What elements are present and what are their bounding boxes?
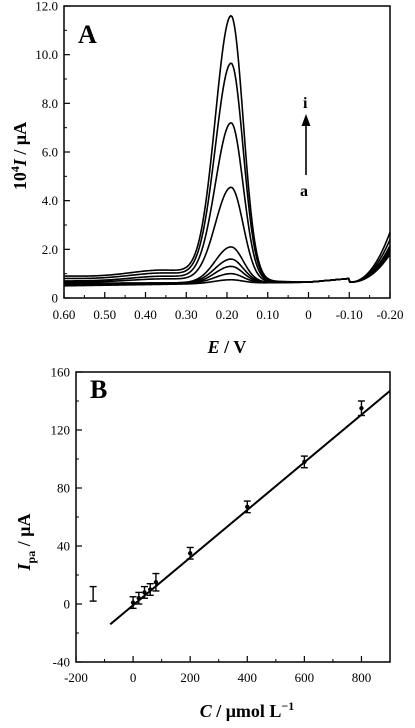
cv-curve — [63, 14, 391, 284]
panel-a-frame — [63, 5, 391, 299]
point-marker — [187, 551, 193, 556]
x-tick-label: -0.20 — [376, 307, 403, 322]
y-tick-label: 40 — [57, 539, 70, 554]
arrow-head — [301, 114, 311, 126]
x-tick-label: 0.60 — [53, 307, 76, 322]
y-tick-label: 80 — [57, 481, 70, 496]
panel-b-y-axis-title: Ipa / μA — [14, 514, 38, 572]
y-tick-label: 0 — [52, 291, 59, 306]
x-tick-label: 0.50 — [93, 307, 116, 322]
y-tick-label: 12.0 — [35, 0, 58, 14]
x-tick-label: 800 — [352, 670, 372, 685]
cv-curve — [63, 62, 391, 284]
x-tick-label: 0.20 — [216, 307, 239, 322]
panel-a-ticks: 0.60 0.50 0.40 0.30 0.20 0.10 0 -0.10 -0.20 0 2.0 4… — [35, 0, 403, 322]
x-title-sup: −1 — [281, 699, 294, 713]
panel-a-curves — [63, 14, 391, 287]
y-title-var: I — [10, 158, 30, 167]
y-title-unit: / μA — [14, 514, 34, 551]
y-title-unit: / μA — [10, 122, 30, 159]
data-point — [146, 583, 154, 596]
data-point — [129, 596, 137, 610]
x-tick-label: 0.10 — [256, 307, 279, 322]
y-title-sub: pa — [24, 551, 38, 564]
data-point — [186, 546, 194, 560]
panel-b-data — [89, 390, 391, 626]
x-tick-label: 0.30 — [175, 307, 198, 322]
y-tick-label: -40 — [53, 655, 70, 670]
data-point — [300, 455, 308, 469]
panel-a-x-axis-title: E / V — [207, 337, 247, 357]
x-tick-label: 400 — [238, 670, 258, 685]
point-marker — [136, 596, 141, 601]
data-point — [357, 400, 365, 417]
arrow-label-a: a — [300, 183, 308, 200]
y-tick-label: 120 — [51, 423, 71, 438]
data-point — [243, 500, 251, 514]
panel-a: A 0.60 0.50 0.40 0.30 0.20 0.10 0 -0.10 -0.20 0 2.… — [8, 0, 404, 357]
data-point — [152, 572, 160, 592]
x-tick-label: 200 — [180, 670, 200, 685]
panel-b-frame — [75, 371, 391, 663]
x-tick-label: 0 — [305, 307, 312, 322]
point-marker — [245, 504, 250, 510]
y-title-prefix: 10 — [10, 172, 30, 190]
outlier-error-bar — [89, 585, 97, 602]
data-point — [141, 585, 149, 599]
x-tick-label: 0 — [130, 670, 137, 685]
y-title-sup: 4 — [8, 166, 22, 172]
point-marker — [302, 459, 307, 465]
panel-b: B -200 0 200 400 600 800 -40 0 40 80 120 160 C / μm… — [14, 365, 391, 721]
panel-a-y-axis-title: 104I / μA — [8, 122, 30, 190]
y-tick-label: 6.0 — [42, 145, 58, 160]
y-tick-label: 8.0 — [42, 96, 58, 111]
y-title-var: I — [14, 562, 34, 571]
x-tick-label: 600 — [295, 670, 315, 685]
y-tick-label: 4.0 — [42, 193, 58, 208]
point-marker — [130, 600, 136, 605]
panel-b-x-axis-title: C / μmol L−1 — [200, 699, 295, 721]
cv-curve — [64, 121, 391, 283]
point-marker — [359, 406, 364, 411]
y-tick-label: 2.0 — [42, 242, 58, 257]
data-point — [135, 591, 143, 605]
x-title-unit: / V — [220, 337, 247, 357]
x-title-var: E — [207, 337, 220, 357]
fit-line — [109, 390, 391, 626]
panel-a-label: A — [78, 20, 97, 49]
panel-b-ticks: -200 0 200 400 600 800 -40 0 40 80 120 160 — [51, 365, 391, 685]
cv-curve — [63, 246, 391, 285]
x-tick-label: 0.40 — [134, 307, 157, 322]
y-tick-label: 0 — [64, 597, 71, 612]
x-tick-label: -0.10 — [336, 307, 363, 322]
cv-curve — [63, 186, 391, 283]
x-title-unit: / μmol L — [212, 701, 282, 721]
y-tick-label: 10.0 — [35, 47, 58, 62]
point-marker — [142, 590, 147, 595]
arrow-label-i: i — [303, 95, 308, 112]
x-title-var: C — [200, 701, 213, 721]
x-tick-label: -200 — [64, 670, 88, 685]
series-arrow: i a — [300, 95, 311, 200]
point-marker — [153, 580, 159, 585]
panel-b-label: B — [90, 375, 107, 404]
point-marker — [148, 587, 153, 592]
y-tick-label: 160 — [51, 365, 71, 380]
